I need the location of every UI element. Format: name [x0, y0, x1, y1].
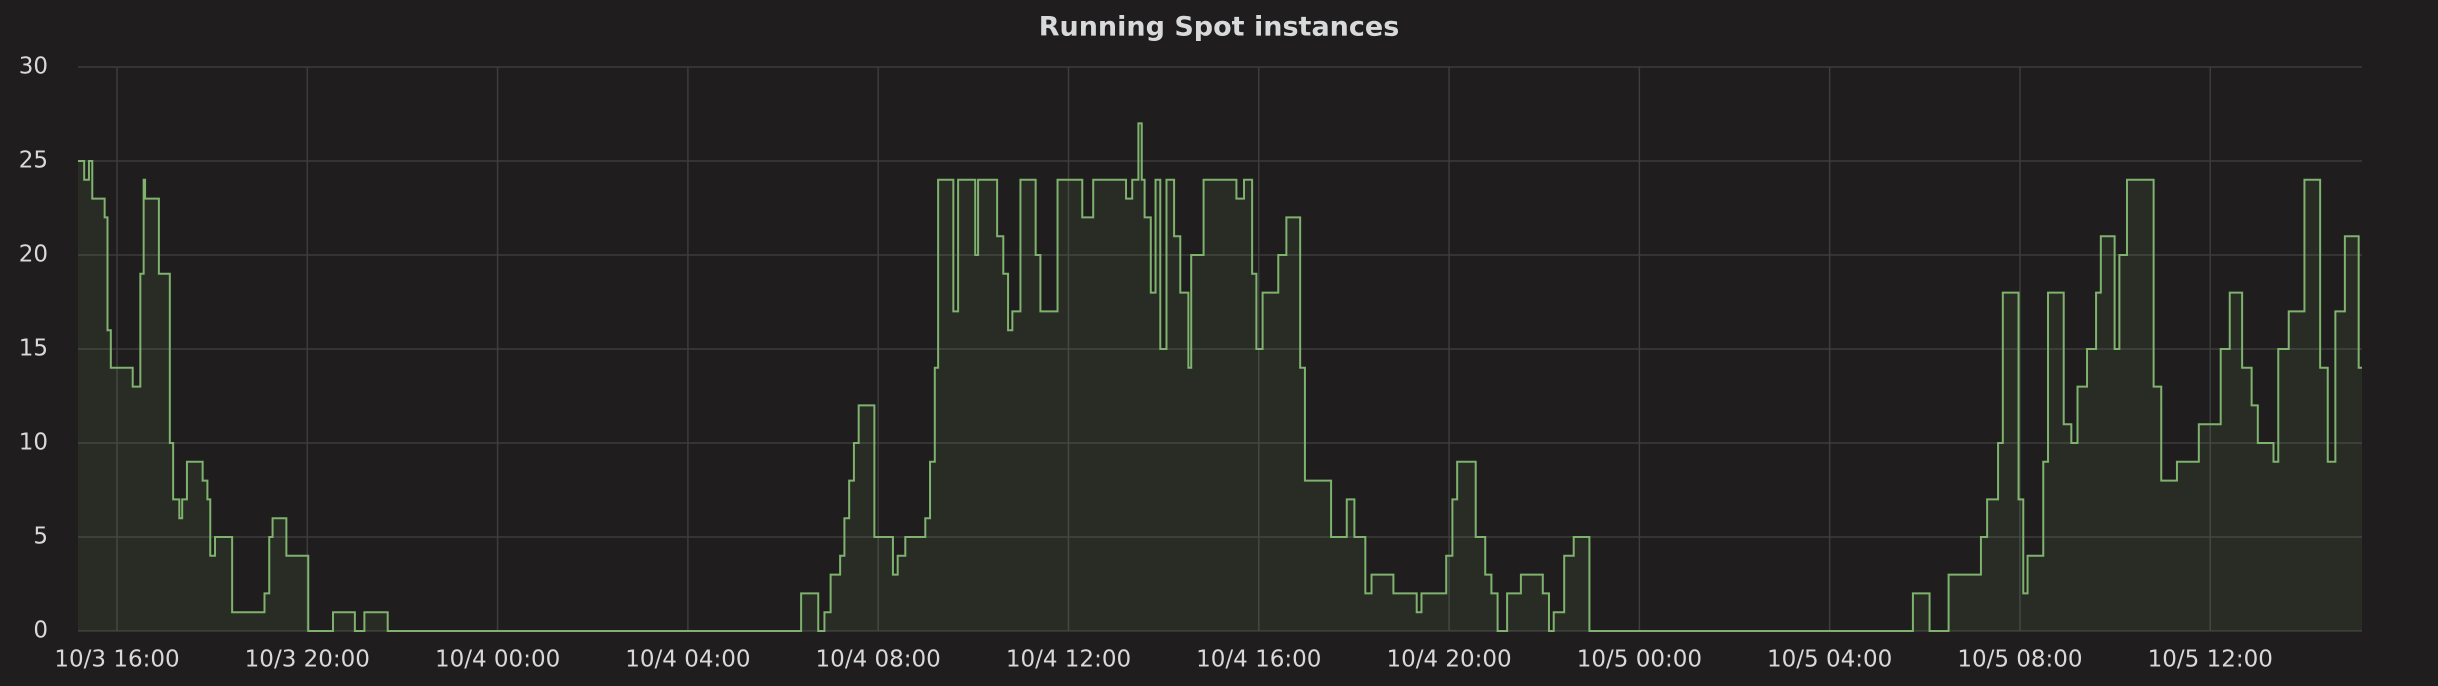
x-tick-label: 10/4 00:00	[435, 647, 560, 673]
y-tick-label: 25	[19, 148, 48, 174]
x-tick-label: 10/5 12:00	[2148, 647, 2273, 673]
x-tick-label: 10/5 08:00	[1957, 647, 2082, 673]
y-tick-label: 30	[19, 54, 48, 80]
y-tick-label: 15	[19, 336, 48, 362]
x-tick-label: 10/4 16:00	[1196, 647, 1321, 673]
y-tick-label: 5	[33, 524, 48, 550]
line	[78, 122, 2362, 632]
x-tick-label: 10/3 16:00	[54, 647, 179, 673]
x-tick-label: 10/5 04:00	[1767, 647, 1892, 673]
chart-title: Running Spot instances	[1039, 12, 1400, 43]
area	[78, 123, 2362, 632]
x-tick-label: 10/4 08:00	[816, 647, 941, 673]
x-tick-label: 10/4 04:00	[625, 647, 750, 673]
x-tick-label: 10/4 12:00	[1006, 647, 1131, 673]
x-tick-label: 10/5 00:00	[1577, 647, 1702, 673]
y-tick-label: 20	[19, 242, 48, 268]
x-tick-label: 10/3 20:00	[245, 647, 370, 673]
y-tick-label: 10	[19, 430, 48, 456]
x-tick-label: 10/4 20:00	[1386, 647, 1511, 673]
y-tick-label: 0	[33, 618, 48, 644]
